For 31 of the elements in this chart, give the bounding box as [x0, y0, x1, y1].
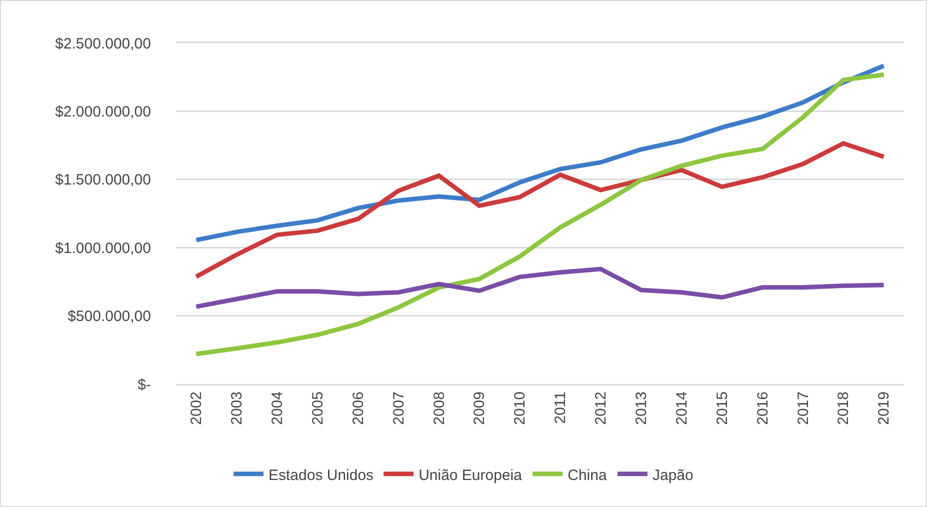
x-tick-label: 2010: [512, 392, 529, 425]
y-tick-label: $500.000,00: [68, 308, 151, 326]
x-tick-label: 2007: [390, 392, 408, 425]
line-series: [194, 64, 886, 242]
y-tick-label: $2.500.000,00: [55, 35, 151, 52]
y-tick-label: $1.000.000,00: [55, 240, 151, 257]
line-series: [194, 72, 886, 356]
x-tick-label: 2006: [350, 392, 367, 425]
legend-label: Estados Unidos: [268, 466, 374, 484]
x-tick-label: 2008: [430, 392, 448, 425]
line-series: [194, 141, 886, 279]
x-tick-label: 2003: [228, 392, 246, 425]
x-tick-label: 2013: [632, 392, 650, 425]
x-tick-label: 2012: [592, 392, 610, 425]
x-tick-label: 2009: [471, 392, 488, 425]
legend-label: União Europeia: [418, 466, 523, 484]
x-tick-label: 2017: [794, 392, 812, 425]
y-tick-label: $2.000.000,00: [55, 103, 151, 120]
x-tick-label: 2014: [673, 392, 690, 425]
x-tick-label: 2018: [835, 392, 852, 425]
x-tick-label: 2016: [754, 392, 772, 425]
x-tick-label: 2019: [876, 392, 893, 425]
legend-label: China: [568, 466, 608, 484]
y-tick-label: $1.500.000,00: [55, 172, 151, 189]
x-tick-label: 2005: [309, 392, 326, 425]
y-tick-label: $-: [138, 376, 151, 394]
x-tick-label: 2002: [188, 392, 206, 425]
x-tick-label: 2015: [714, 392, 731, 425]
x-tick-label: 2011: [552, 392, 570, 424]
legend-label: Japão: [652, 466, 694, 484]
x-tick-label: 2004: [268, 392, 286, 425]
